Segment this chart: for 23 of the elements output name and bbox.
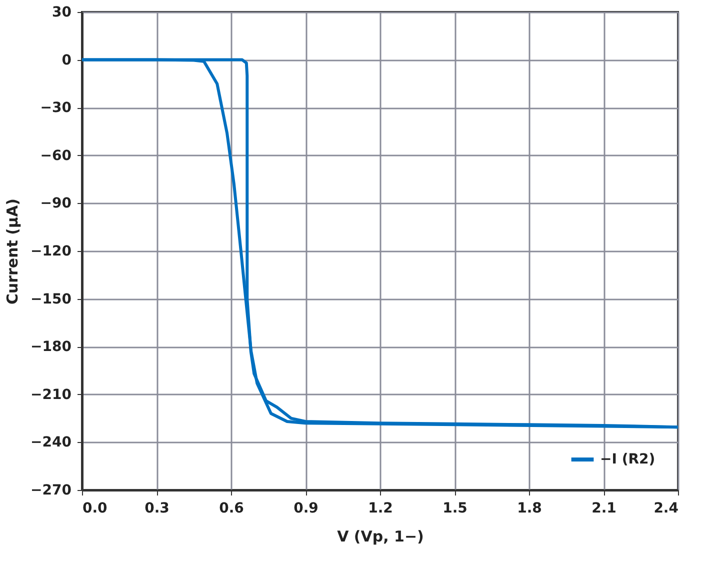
- x-tick-label: 0.9: [294, 500, 318, 516]
- x-tick-label: 0.3: [144, 500, 170, 516]
- legend-label: −I (R2): [600, 452, 656, 468]
- y-tick-label: 0: [62, 52, 72, 68]
- x-tick-label: 2.1: [592, 500, 616, 516]
- y-tick-label: 30: [52, 4, 72, 20]
- y-tick-label: −60: [40, 148, 72, 164]
- y-tick-label: −150: [30, 291, 72, 308]
- x-tick-label: 2.4: [654, 500, 679, 516]
- y-tick-label: −270: [30, 482, 72, 498]
- x-tick-label: 0.6: [219, 500, 244, 516]
- x-tick-label: 1.8: [517, 500, 542, 516]
- y-tick-label: −90: [40, 196, 72, 212]
- y-tick-label: −30: [40, 100, 72, 116]
- y-tick-label: −210: [30, 386, 72, 403]
- x-tick-label: 0.0: [82, 500, 108, 516]
- x-tick-label: 1.2: [368, 500, 393, 516]
- y-tick-label: −240: [30, 434, 72, 451]
- x-tick-label: 1.5: [442, 500, 468, 516]
- y-tick-label: −120: [30, 244, 72, 260]
- x-axis-title: V (Vp, 1−): [337, 528, 424, 546]
- y-tick-label: −180: [30, 339, 72, 356]
- y-axis-title: Current (µA): [4, 198, 22, 305]
